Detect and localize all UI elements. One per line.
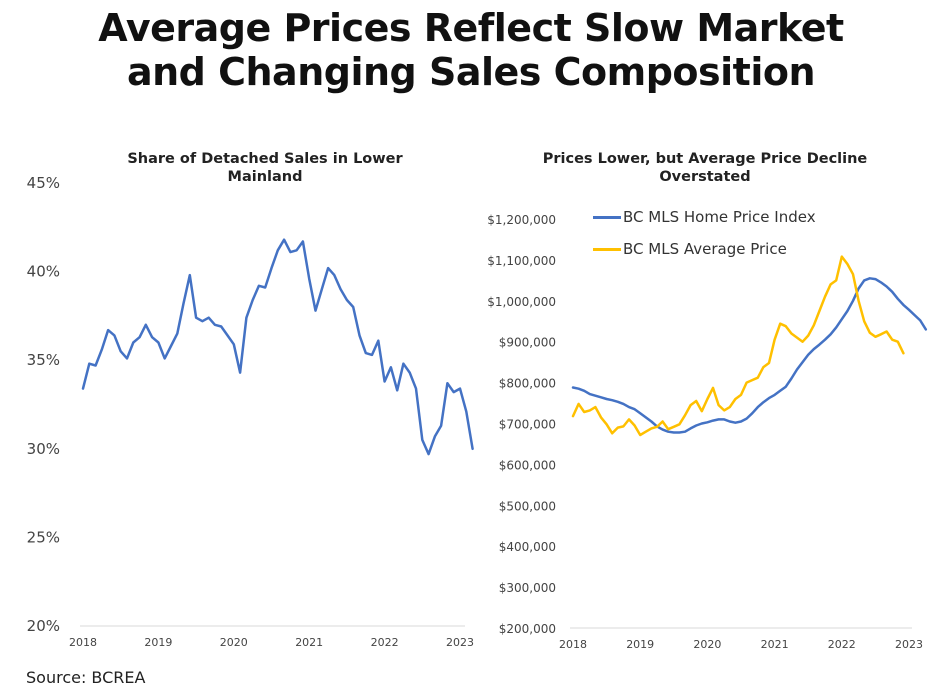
right-chart: $1,200,000 $1,100,000 $1,000,000 $900,000 $8… bbox=[487, 213, 928, 651]
legend-label-average: BC MLS Average Price bbox=[623, 240, 787, 258]
left-x-tick-label: 2022 bbox=[371, 636, 399, 649]
right-y-tick-label: $1,200,000 bbox=[487, 213, 556, 227]
right-x-tick-label: 2020 bbox=[693, 638, 721, 651]
right-chart-legend: BC MLS Home Price Index BC MLS Average P… bbox=[593, 201, 816, 265]
main-title: Average Prices Reflect Slow Market and C… bbox=[0, 6, 942, 94]
right-x-tick-label: 2021 bbox=[761, 638, 789, 651]
right-y-tick-label: $200,000 bbox=[499, 622, 556, 636]
left-chart-title-line-2: Mainland bbox=[227, 169, 303, 185]
right-y-tick-label: $400,000 bbox=[499, 540, 556, 554]
right-y-tick-label: $500,000 bbox=[499, 499, 556, 513]
right-series-line-bc-mls-average-price bbox=[571, 255, 905, 437]
left-y-tick-label: 45% bbox=[27, 174, 60, 192]
source-note: Source: BCREA bbox=[26, 668, 146, 687]
legend-swatch-hpi bbox=[593, 215, 621, 219]
left-y-tick-label: 25% bbox=[27, 528, 60, 546]
main-title-line-1: Average Prices Reflect Slow Market bbox=[98, 6, 844, 50]
left-x-tick-label: 2021 bbox=[295, 636, 323, 649]
left-y-tick-label: 30% bbox=[27, 440, 60, 458]
left-chart: 45% 40% 35% 30% 25% 20% 2018 2019 2020 2021 2022 20… bbox=[27, 174, 474, 649]
right-y-tick-label: $1,000,000 bbox=[487, 295, 556, 309]
left-x-tick-label: 2023 bbox=[446, 636, 474, 649]
right-chart-title: Prices Lower, but Average Price Decline … bbox=[490, 150, 920, 186]
left-series-line-share-of-detached-sales bbox=[81, 238, 474, 456]
left-y-tick-label: 20% bbox=[27, 617, 60, 635]
right-y-tick-label: $900,000 bbox=[499, 336, 556, 350]
right-y-tick-label: $800,000 bbox=[499, 377, 556, 391]
right-y-tick-label: $1,100,000 bbox=[487, 254, 556, 268]
right-y-tick-label: $300,000 bbox=[499, 581, 556, 595]
right-x-tick-label: 2023 bbox=[895, 638, 923, 651]
left-x-tick-label: 2018 bbox=[69, 636, 97, 649]
right-x-tick-label: 2019 bbox=[626, 638, 654, 651]
legend-label-hpi: BC MLS Home Price Index bbox=[623, 208, 816, 226]
right-chart-title-line-2: Overstated bbox=[659, 169, 751, 185]
right-x-tick-label: 2018 bbox=[559, 638, 587, 651]
right-y-tick-label: $600,000 bbox=[499, 458, 556, 472]
left-y-tick-label: 35% bbox=[27, 351, 60, 369]
legend-item-average: BC MLS Average Price bbox=[593, 233, 816, 265]
right-series-line-bc-mls-home-price-index bbox=[571, 277, 928, 434]
left-chart-title: Share of Detached Sales in Lower Mainlan… bbox=[60, 150, 470, 186]
legend-swatch-average bbox=[593, 247, 621, 251]
right-chart-title-line-1: Prices Lower, but Average Price Decline bbox=[542, 151, 868, 167]
left-x-tick-label: 2019 bbox=[144, 636, 172, 649]
right-y-tick-label: $700,000 bbox=[499, 418, 556, 432]
main-title-line-2: and Changing Sales Composition bbox=[126, 50, 816, 94]
legend-item-hpi: BC MLS Home Price Index bbox=[593, 201, 816, 233]
left-chart-title-line-1: Share of Detached Sales in Lower bbox=[127, 151, 403, 167]
left-x-tick-label: 2020 bbox=[220, 636, 248, 649]
right-x-tick-label: 2022 bbox=[828, 638, 856, 651]
left-y-tick-label: 40% bbox=[27, 263, 60, 281]
